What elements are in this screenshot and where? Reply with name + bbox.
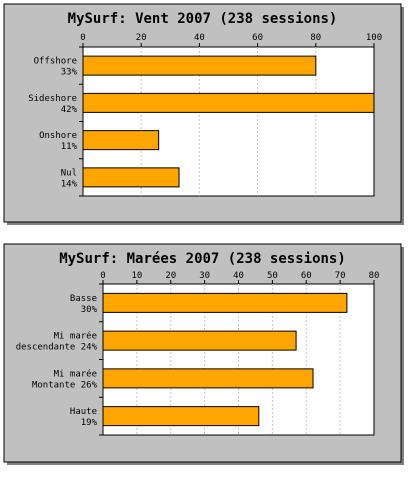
category-label: Mi marée bbox=[54, 368, 97, 379]
category-label: 11% bbox=[61, 142, 78, 152]
bar bbox=[82, 167, 180, 188]
category-label: Sideshore bbox=[28, 94, 77, 104]
chart-title: MySurf: Vent 2007 (238 sessions) bbox=[68, 11, 338, 27]
category-label: descendante 24% bbox=[16, 343, 98, 353]
category-label: Basse bbox=[70, 294, 97, 304]
category-label: 14% bbox=[61, 179, 78, 189]
x-tick-label: 30 bbox=[199, 271, 210, 281]
category-label: Nul bbox=[61, 168, 77, 178]
category-label: Mi marée bbox=[54, 331, 97, 342]
x-tick-label: 0 bbox=[100, 271, 105, 281]
category-label: 19% bbox=[81, 418, 98, 428]
x-tick-label: 70 bbox=[335, 271, 346, 281]
category-label: 42% bbox=[61, 105, 78, 115]
bar bbox=[102, 292, 348, 313]
category-label: Montante 26% bbox=[32, 380, 98, 390]
x-tick-label: 60 bbox=[301, 271, 312, 281]
bar bbox=[82, 55, 317, 76]
x-tick-label: 40 bbox=[194, 33, 205, 43]
x-tick-label: 10 bbox=[131, 271, 142, 281]
bar bbox=[102, 330, 297, 351]
bar bbox=[82, 130, 160, 151]
chart-title: MySurf: Marées 2007 (238 sessions) bbox=[59, 251, 346, 267]
category-label: 30% bbox=[81, 305, 98, 315]
category-label: Haute bbox=[70, 407, 97, 417]
x-tick-label: 80 bbox=[310, 33, 321, 43]
x-tick-label: 60 bbox=[252, 33, 263, 43]
x-tick-label: 0 bbox=[80, 33, 85, 43]
category-label: Onshore bbox=[39, 131, 77, 141]
bar bbox=[102, 406, 260, 427]
x-tick-label: 100 bbox=[366, 33, 382, 43]
x-tick-label: 20 bbox=[136, 33, 147, 43]
category-label: Offshore bbox=[34, 57, 77, 67]
chart-1: MySurf: Vent 2007 (238 sessions) 0 20 40 60 8… bbox=[3, 3, 404, 225]
chart-2: MySurf: Marées 2007 (238 sessions) 0 10 20 3… bbox=[3, 243, 404, 465]
bar bbox=[102, 368, 314, 389]
bar bbox=[82, 92, 375, 113]
x-tick-label: 40 bbox=[233, 271, 244, 281]
x-tick-label: 20 bbox=[165, 271, 176, 281]
x-tick-label: 50 bbox=[267, 271, 278, 281]
category-label: 33% bbox=[61, 68, 78, 78]
x-tick-label: 80 bbox=[369, 271, 380, 281]
